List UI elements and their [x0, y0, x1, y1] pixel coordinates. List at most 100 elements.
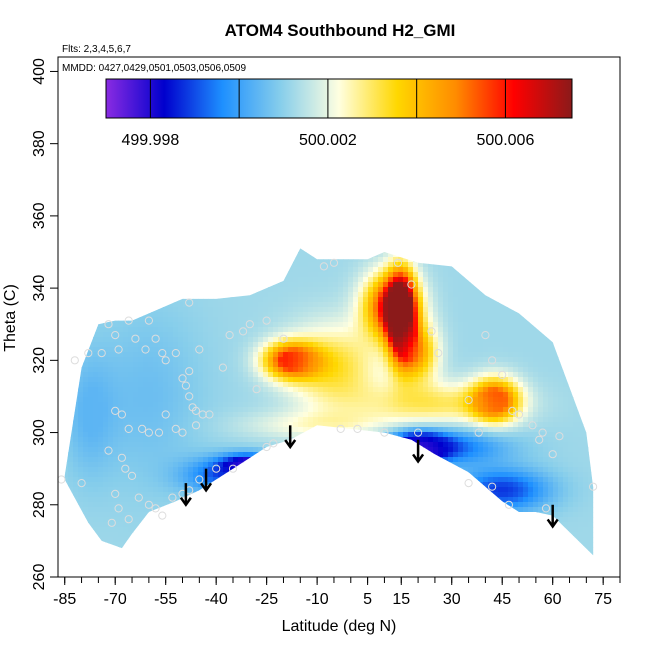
heat-cell	[64, 552, 69, 556]
heat-cell	[213, 547, 219, 553]
heat-cell	[143, 162, 149, 168]
heat-cell	[213, 467, 219, 473]
heat-cell	[238, 532, 244, 538]
heat-cell	[198, 387, 204, 393]
heat-cell	[73, 132, 79, 138]
heat-cell	[193, 352, 199, 358]
heat-cell	[178, 537, 184, 543]
heat-cell	[173, 507, 179, 513]
heat-cell	[248, 427, 254, 433]
heat-cell	[78, 112, 84, 118]
heat-cell	[64, 292, 69, 298]
heat-cell	[148, 232, 154, 238]
heat-cell	[198, 127, 204, 133]
heat-cell	[258, 357, 264, 363]
heat-cell	[178, 367, 184, 373]
heat-cell	[83, 312, 89, 318]
heat-cell	[103, 287, 109, 293]
heat-cell	[243, 457, 249, 463]
heat-cell	[178, 392, 184, 398]
flights-note: Flts: 2,3,4,5,6,7	[62, 44, 131, 55]
heat-cell	[268, 242, 274, 248]
heat-cell	[218, 492, 224, 498]
heat-cell	[128, 248, 134, 253]
heat-cell	[168, 382, 174, 388]
heat-cell	[163, 217, 169, 223]
heat-cell	[58, 422, 64, 428]
heat-cell	[163, 457, 169, 463]
heat-cell	[68, 292, 74, 298]
heat-cell	[78, 342, 84, 348]
heat-cell	[263, 207, 269, 213]
heat-cell	[113, 267, 119, 273]
heat-cell	[64, 402, 69, 408]
heat-cell	[64, 248, 69, 253]
heat-cell	[133, 177, 139, 183]
heat-cell	[153, 402, 159, 408]
heat-cell	[228, 517, 234, 523]
heat-cell	[288, 72, 294, 78]
heat-cell	[103, 412, 109, 418]
heat-cell	[113, 562, 119, 568]
heat-cell	[178, 532, 184, 538]
heat-cell	[108, 337, 114, 343]
heat-cell	[198, 162, 204, 168]
heat-cell	[83, 337, 89, 343]
heat-cell	[208, 387, 214, 393]
heat-cell	[58, 262, 64, 268]
heat-cell	[138, 477, 144, 483]
heat-cell	[188, 272, 194, 278]
heat-cell	[248, 152, 254, 158]
heat-cell	[83, 367, 89, 373]
heat-cell	[188, 347, 194, 353]
heat-cell	[273, 212, 279, 218]
heat-cell	[253, 152, 259, 158]
heat-cell	[268, 532, 274, 538]
heat-cell	[153, 517, 159, 523]
heat-cell	[178, 162, 184, 168]
heat-cell	[263, 252, 269, 258]
heat-cell	[173, 192, 179, 198]
heat-cell	[143, 557, 149, 563]
heat-cell	[168, 248, 174, 253]
heat-cell	[233, 307, 239, 313]
heat-cell	[83, 237, 89, 243]
heat-cell	[183, 317, 189, 323]
heat-cell	[123, 457, 129, 463]
heat-cell	[258, 377, 264, 383]
heat-cell	[243, 287, 249, 293]
heat-cell	[278, 517, 284, 523]
heat-cell	[283, 377, 289, 383]
heat-cell	[198, 417, 204, 423]
heat-cell	[64, 377, 69, 383]
heat-cell	[293, 492, 299, 498]
heat-cell	[288, 497, 294, 503]
heat-cell	[193, 302, 199, 308]
heat-cell	[183, 357, 189, 363]
heat-cell	[223, 547, 229, 553]
heat-cell	[248, 277, 254, 283]
heat-cell	[228, 477, 234, 483]
heat-cell	[268, 372, 274, 378]
heat-cell	[153, 267, 159, 273]
heat-cell	[228, 282, 234, 288]
heat-cell	[148, 212, 154, 218]
heat-cell	[283, 382, 289, 388]
heat-cell	[248, 487, 254, 493]
heat-cell	[153, 217, 159, 223]
heat-cell	[158, 367, 164, 373]
heat-cell	[113, 182, 119, 188]
heat-cell	[138, 512, 144, 518]
heat-cell	[103, 402, 109, 408]
heat-cell	[258, 257, 264, 263]
heat-cell	[278, 127, 284, 133]
heat-cell	[128, 167, 134, 173]
heat-cell	[253, 272, 259, 278]
heat-cell	[158, 57, 164, 63]
heat-cell	[253, 137, 259, 143]
heat-cell	[288, 182, 294, 188]
heat-cell	[253, 57, 259, 63]
heat-cell	[73, 337, 79, 343]
heat-cell	[143, 537, 149, 543]
heat-cell	[198, 412, 204, 418]
